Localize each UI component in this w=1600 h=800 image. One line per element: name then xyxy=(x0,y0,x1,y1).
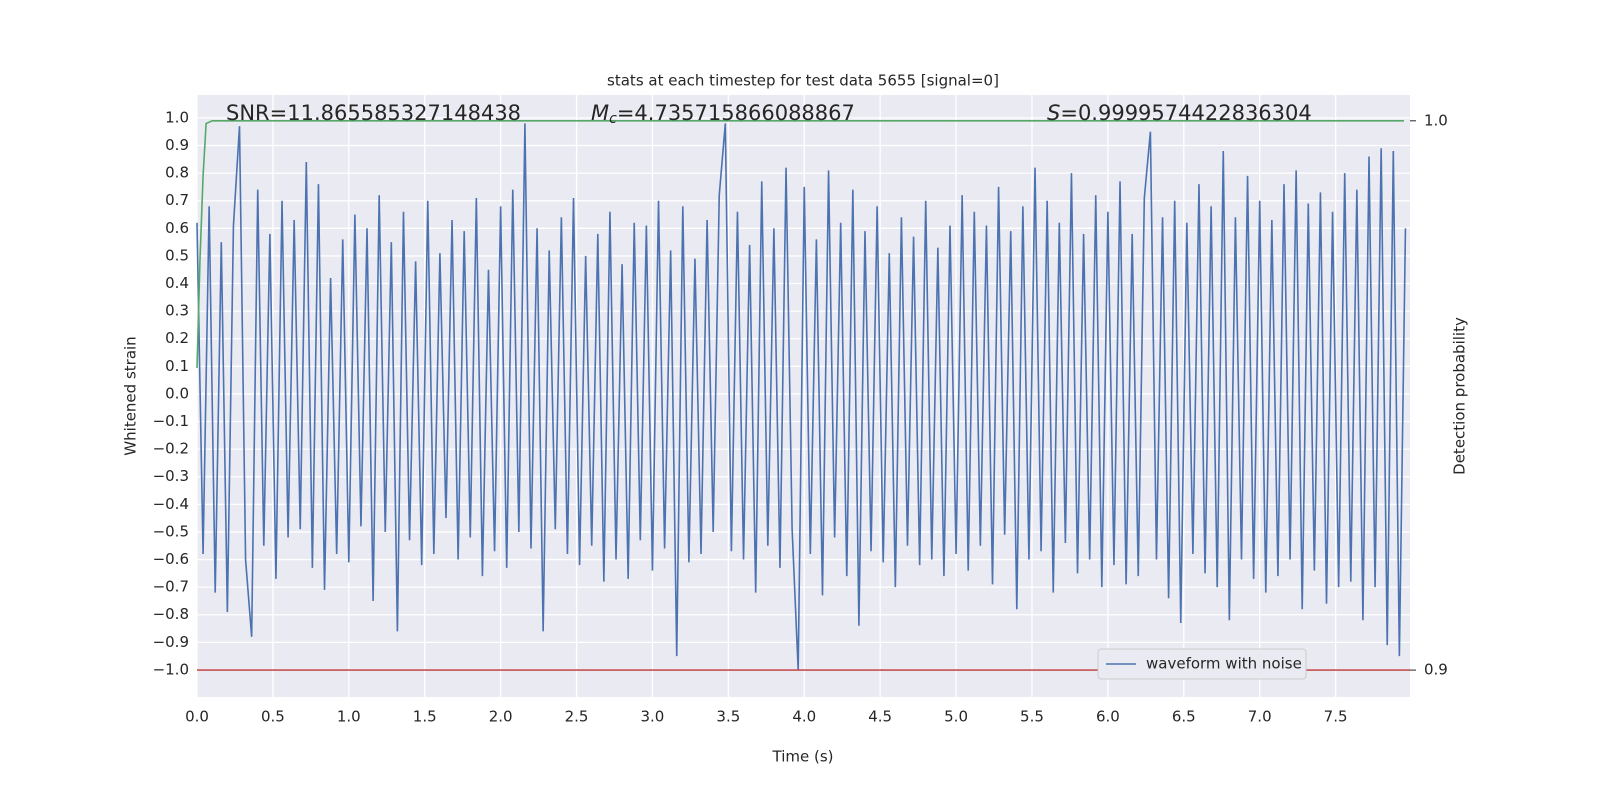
annotation: SNR=11.865585327148438 xyxy=(226,101,521,125)
x-tick-label: 0.5 xyxy=(261,708,285,726)
y-tick-label: −0.2 xyxy=(153,440,189,458)
y-tick-label: −0.9 xyxy=(153,633,189,651)
y-tick-label: 0.8 xyxy=(165,164,189,182)
y-tick-label: −1.0 xyxy=(153,660,189,678)
x-tick-label: 3.0 xyxy=(641,708,665,726)
x-tick-label: 5.5 xyxy=(1020,708,1044,726)
y-tick-label: 0.3 xyxy=(165,302,189,320)
y2-tick-label: 0.9 xyxy=(1424,661,1448,679)
x-axis-label: Time (s) xyxy=(772,748,834,766)
y-tick-label: 0.0 xyxy=(165,384,189,402)
annotation-subscript: c xyxy=(609,111,617,127)
x-tick-label: 0.0 xyxy=(185,708,209,726)
x-tick-label: 6.5 xyxy=(1172,708,1196,726)
x-tick-label: 7.5 xyxy=(1324,708,1348,726)
x-tick-label: 2.0 xyxy=(489,708,513,726)
y-tick-label: 0.1 xyxy=(165,357,189,375)
y-tick-label: 0.2 xyxy=(165,329,189,347)
y-tick-label: −0.6 xyxy=(153,550,189,568)
annotation-text: =4.735715866088867 xyxy=(617,101,855,125)
x-tick-label: 4.5 xyxy=(868,708,892,726)
annotation: S=0.9999574422836304 xyxy=(1047,101,1312,125)
x-tick-label: 7.0 xyxy=(1248,708,1272,726)
y2-axis-label: Detection probability xyxy=(1451,317,1469,475)
y-tick-label: 0.6 xyxy=(165,219,189,237)
chart-title: stats at each timestep for test data 565… xyxy=(607,72,999,90)
y-tick-label: 0.9 xyxy=(165,136,189,154)
y-tick-label: 0.5 xyxy=(165,246,189,264)
x-tick-label: 1.0 xyxy=(337,708,361,726)
series-line xyxy=(196,120,1404,369)
annotation-symbol: S xyxy=(1047,101,1060,125)
y-tick-label: 0.7 xyxy=(165,191,189,209)
y-tick-label: 1.0 xyxy=(165,108,189,126)
y-tick-label: −0.8 xyxy=(153,605,189,623)
legend-label: waveform with noise xyxy=(1146,655,1302,673)
y-axis-label: Whitened strain xyxy=(122,336,140,455)
x-tick-label: 1.5 xyxy=(413,708,437,726)
series-line xyxy=(196,123,1407,670)
x-tick-label: 6.0 xyxy=(1096,708,1120,726)
x-tick-label: 4.0 xyxy=(792,708,816,726)
plot-area xyxy=(197,95,1410,697)
y-tick-label: 0.4 xyxy=(165,274,189,292)
y2-tick-label: 1.0 xyxy=(1424,111,1448,129)
y-tick-label: −0.3 xyxy=(153,467,189,485)
annotation: Mc=4.735715866088867 xyxy=(591,101,855,127)
x-tick-label: 2.5 xyxy=(565,708,589,726)
x-tick-label: 5.0 xyxy=(944,708,968,726)
y-tick-label: −0.4 xyxy=(153,495,189,513)
y-tick-label: −0.1 xyxy=(153,412,189,430)
annotation-symbol: M xyxy=(591,101,609,125)
annotation-text: =0.9999574422836304 xyxy=(1060,101,1311,125)
x-tick-label: 3.5 xyxy=(716,708,740,726)
y-tick-label: −0.5 xyxy=(153,522,189,540)
legend-box xyxy=(1097,648,1307,680)
y-tick-label: −0.7 xyxy=(153,578,189,596)
annotation-text: SNR=11.865585327148438 xyxy=(226,101,521,125)
